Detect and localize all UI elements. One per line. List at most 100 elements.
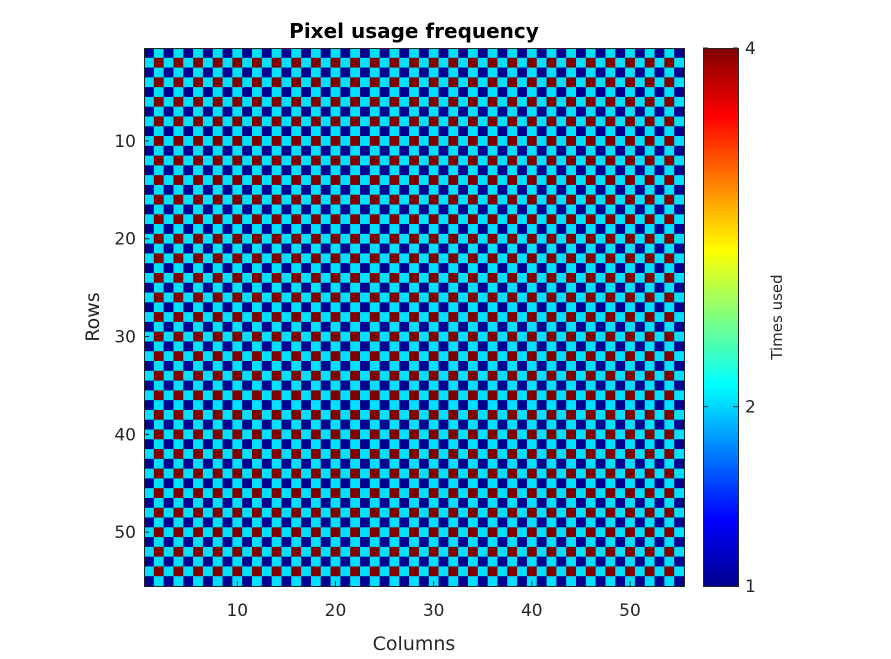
heatmap-cell (399, 175, 410, 186)
heatmap-cell (153, 292, 165, 303)
heatmap-cell (605, 517, 616, 528)
heatmap-cell (625, 546, 636, 558)
heatmap-cell (202, 87, 214, 98)
heatmap-cell (458, 67, 469, 78)
heatmap-cell (556, 312, 567, 323)
heatmap-cell (556, 57, 567, 68)
heatmap-cell (212, 341, 223, 352)
heatmap-cell (163, 184, 174, 196)
heatmap-cell (360, 145, 371, 156)
heatmap-cell (409, 126, 420, 137)
heatmap-cell (202, 400, 214, 411)
heatmap-cell (526, 155, 538, 166)
heatmap-cell (252, 194, 263, 205)
heatmap-cell (153, 527, 165, 538)
heatmap-cell (232, 302, 243, 313)
heatmap-cell (222, 546, 233, 558)
heatmap-cell (595, 214, 606, 225)
heatmap-cell (360, 468, 371, 479)
heatmap-cell (369, 272, 381, 284)
heatmap-cell (320, 214, 331, 225)
heatmap-cell (536, 341, 547, 352)
heatmap-cell (330, 312, 341, 323)
heatmap-cell (615, 165, 626, 176)
heatmap-cell (556, 527, 567, 538)
heatmap-cell (605, 214, 616, 225)
heatmap-cell (536, 77, 547, 88)
heatmap-cell (644, 292, 655, 303)
heatmap-cell (664, 351, 675, 362)
heatmap-cell (163, 419, 174, 430)
heatmap-cell (625, 341, 636, 352)
heatmap-cell (615, 263, 626, 274)
heatmap-cell (183, 556, 194, 567)
heatmap-cell (418, 106, 430, 117)
heatmap-cell (183, 351, 194, 362)
heatmap-cell (428, 537, 439, 548)
heatmap-cell (193, 165, 204, 176)
heatmap-cell (448, 175, 459, 186)
heatmap-cell (517, 48, 528, 59)
heatmap-cell (497, 165, 508, 176)
heatmap-cell (389, 165, 400, 176)
heatmap-cell (674, 272, 685, 284)
heatmap-cell (644, 312, 655, 323)
heatmap-cell (556, 370, 567, 381)
heatmap-cell (202, 439, 214, 450)
heatmap-cell (399, 194, 410, 205)
heatmap-cell (291, 321, 302, 333)
heatmap-cell (517, 576, 528, 587)
heatmap-cell (428, 370, 439, 381)
heatmap-cell (360, 419, 371, 430)
heatmap-cell (360, 351, 371, 362)
heatmap-cell (193, 233, 204, 245)
heatmap-cell (654, 302, 665, 313)
heatmap-cell (310, 272, 322, 284)
heatmap-cell (674, 341, 685, 352)
heatmap-cell (585, 341, 597, 352)
heatmap-cell (399, 488, 410, 499)
heatmap-cell (644, 87, 655, 98)
heatmap-cell (644, 370, 655, 381)
heatmap-cell (163, 478, 174, 489)
heatmap-cell (585, 96, 597, 108)
heatmap-cell (301, 321, 312, 333)
heatmap-cell (212, 175, 223, 186)
heatmap-cell (644, 106, 655, 117)
heatmap-cell (281, 214, 292, 225)
heatmap-cell (497, 282, 508, 293)
heatmap-cell (301, 449, 312, 460)
heatmap-cell (605, 175, 616, 186)
heatmap-cell (291, 468, 302, 479)
heatmap-cell (301, 546, 312, 558)
heatmap-cell (556, 566, 567, 577)
heatmap-cell (389, 155, 400, 166)
heatmap-cell (261, 106, 273, 117)
heatmap-cell (399, 87, 410, 98)
heatmap-cell (153, 126, 165, 137)
heatmap-cell (369, 175, 381, 186)
heatmap-cell (487, 175, 498, 186)
heatmap-cell (585, 57, 597, 68)
heatmap-cell (664, 312, 675, 323)
heatmap-cell (674, 253, 685, 264)
heatmap-cell (654, 390, 665, 401)
heatmap-cell (507, 458, 518, 470)
heatmap-cell (615, 488, 626, 499)
heatmap-cell (222, 556, 233, 567)
heatmap-cell (625, 468, 636, 479)
heatmap-cell (202, 390, 214, 401)
heatmap-cell (487, 566, 498, 577)
x-tick-label: 20 (325, 601, 347, 621)
heatmap-cell (458, 312, 469, 323)
heatmap-cell (242, 390, 253, 401)
heatmap-cell (546, 351, 557, 362)
heatmap-cell (193, 517, 204, 528)
heatmap-cell (644, 449, 655, 460)
heatmap-cell (556, 126, 567, 137)
heatmap-cell (654, 282, 665, 293)
heatmap-cell (517, 478, 528, 489)
heatmap-cell (144, 546, 155, 558)
heatmap-cell (487, 77, 498, 88)
heatmap-cell (232, 390, 243, 401)
